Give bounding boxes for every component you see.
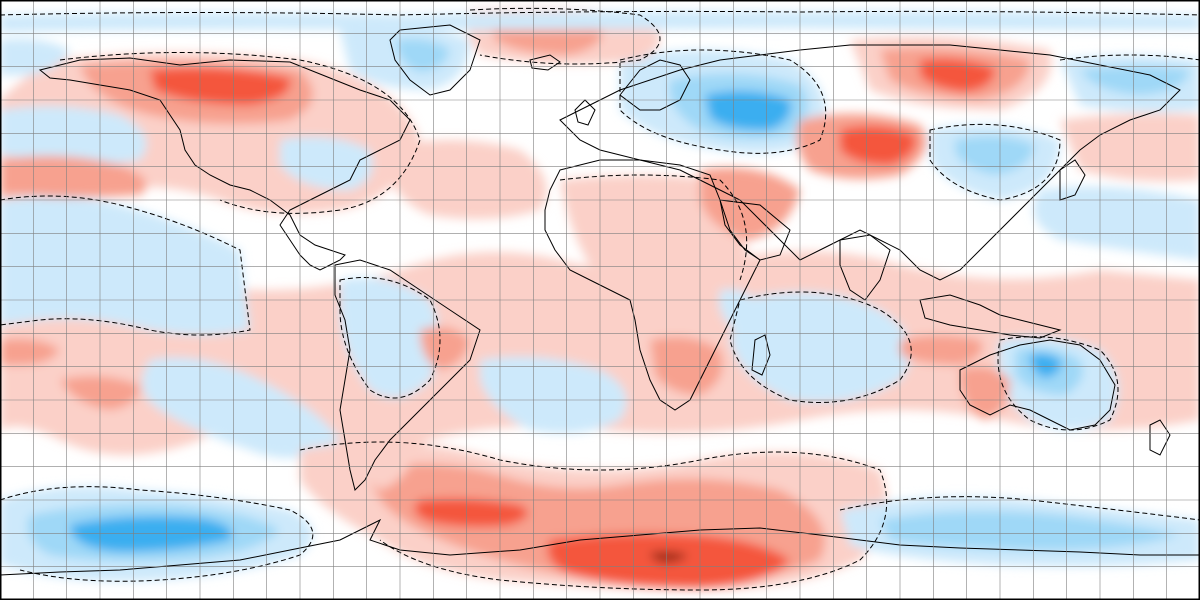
coast-antarctica xyxy=(0,518,1200,576)
cool-anomaly-north-pacific xyxy=(0,106,147,165)
warm-anomaly-north-atlantic xyxy=(380,140,547,219)
cool-anomaly-east-pacific xyxy=(142,357,340,458)
extreme-warm-antarctic xyxy=(650,551,688,563)
cold-anomaly-russia-center xyxy=(705,91,791,131)
warm-anomaly-kazakhstan xyxy=(840,126,916,165)
coast-india xyxy=(839,234,891,301)
cool-anomaly-indian-ocean xyxy=(730,292,912,403)
warm-anomaly-indonesia xyxy=(900,335,983,365)
cool-anomaly-great-lakes xyxy=(280,136,373,190)
cool-anomaly-west-pacific xyxy=(1033,186,1200,260)
cool-anomaly-south-atlantic xyxy=(480,356,627,434)
coast-north-america xyxy=(38,57,411,271)
cool-anomaly-alaska xyxy=(0,38,70,75)
cool-anomaly-east-africa xyxy=(719,289,760,330)
warm-anomaly-canada-core xyxy=(150,67,291,105)
warm-anomaly-southern-africa xyxy=(650,336,723,395)
coast-australia xyxy=(959,339,1116,431)
cool-anomaly-mongolia xyxy=(955,136,1035,175)
coast-japan xyxy=(1059,159,1086,201)
coast-eurasia xyxy=(559,44,1181,281)
warm-anomaly-south-pacific-central xyxy=(0,338,60,365)
cool-anomaly-east-siberia-core xyxy=(1080,66,1190,95)
cold-anomaly-australia-center xyxy=(1030,353,1062,378)
warm-anomaly-amundsen xyxy=(414,498,528,527)
coast-indonesia xyxy=(919,294,1062,339)
cool-anomaly-indian-southern-core xyxy=(880,511,1180,551)
cool-anomaly-south-america xyxy=(340,277,440,398)
coast-madagascar xyxy=(751,334,771,376)
cool-anomaly-pacific xyxy=(0,196,250,335)
warm-anomaly-patagonia xyxy=(359,417,420,490)
cool-anomaly-greenland-core xyxy=(395,38,450,72)
coast-uk xyxy=(574,99,596,126)
coast-new-zealand xyxy=(1149,419,1171,456)
warm-anomaly-brazil xyxy=(420,326,470,370)
cold-anomaly-ross-sea xyxy=(70,516,232,552)
coast-greenland xyxy=(389,24,481,96)
coast-arabia xyxy=(719,199,791,261)
warm-anomaly-north-pacific-west xyxy=(1060,113,1200,182)
